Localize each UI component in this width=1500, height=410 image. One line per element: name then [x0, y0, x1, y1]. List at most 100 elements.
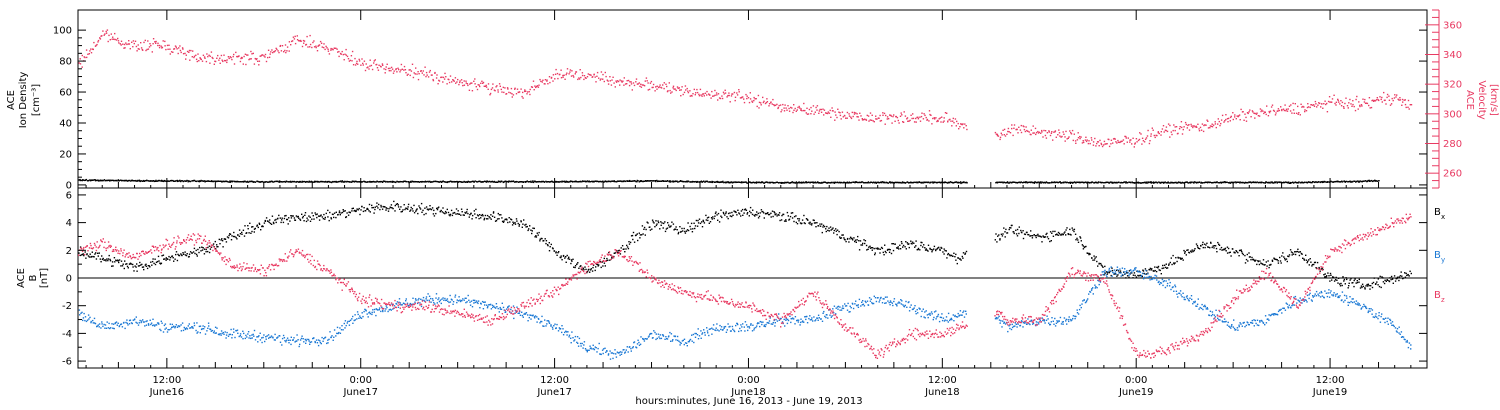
velocity-point: [315, 46, 317, 49]
density-point: [627, 180, 629, 182]
bx-point: [565, 256, 567, 258]
velocity-point: [252, 52, 254, 55]
velocity-point: [962, 123, 964, 125]
velocity-point: [313, 40, 315, 42]
density-point: [1072, 181, 1075, 184]
bx-point: [453, 211, 456, 214]
density-point: [499, 180, 501, 183]
bx-point: [1310, 261, 1312, 263]
velocity-point: [1315, 103, 1317, 105]
density-point: [537, 181, 539, 183]
density-point: [1033, 182, 1036, 184]
velocity-point: [158, 44, 161, 47]
velocity-point: [1257, 115, 1260, 117]
by-point: [237, 332, 239, 334]
bx-point: [607, 259, 609, 261]
bx-point: [1185, 254, 1187, 256]
velocity-point: [426, 74, 428, 76]
bx-point: [592, 266, 594, 269]
bx-point: [1091, 257, 1093, 259]
velocity-point: [216, 57, 218, 59]
velocity-point: [81, 54, 83, 57]
bx-point: [186, 253, 188, 255]
velocity-point: [1291, 112, 1293, 114]
density-point: [324, 181, 326, 183]
velocity-point: [649, 82, 652, 84]
bx-point: [635, 234, 637, 236]
bx-point: [858, 240, 860, 242]
density-point: [390, 181, 392, 183]
velocity-point: [403, 65, 406, 68]
bx-point: [1333, 280, 1336, 282]
bx-point: [455, 213, 457, 215]
by-point: [90, 320, 92, 323]
density-point: [1348, 180, 1350, 183]
density-point: [156, 180, 158, 182]
velocity-point: [323, 46, 325, 49]
bx-point: [625, 248, 627, 250]
density-point: [339, 180, 341, 183]
velocity-point: [409, 74, 411, 77]
bx-point: [1026, 231, 1028, 234]
bx-point: [687, 229, 690, 232]
density-point: [271, 181, 274, 183]
bx-point: [873, 247, 875, 250]
bx-point: [1013, 231, 1015, 233]
velocity-point: [389, 67, 391, 70]
bx-point: [357, 209, 359, 211]
bx-point: [1384, 279, 1386, 281]
velocity-point: [1139, 132, 1141, 134]
bx-point: [1229, 251, 1231, 253]
bx-point: [1328, 275, 1330, 277]
density-point: [330, 181, 333, 184]
velocity-point: [758, 101, 761, 104]
bx-point: [774, 214, 776, 216]
bx-point: [247, 228, 249, 230]
density-point: [173, 180, 175, 182]
density-point: [750, 182, 752, 184]
velocity-point: [783, 107, 785, 109]
velocity-point: [367, 66, 369, 68]
bx-point: [1362, 285, 1365, 288]
density-point: [1086, 182, 1088, 184]
velocity-point: [928, 110, 931, 112]
velocity-point: [749, 92, 751, 94]
density-point: [560, 181, 562, 183]
bx-point: [849, 236, 852, 238]
bx-point: [1133, 272, 1136, 274]
velocity-point: [164, 40, 166, 43]
velocity-point: [264, 53, 267, 56]
bx-point: [833, 232, 835, 234]
velocity-point: [1207, 127, 1210, 129]
bx-point: [844, 239, 846, 241]
density-point: [428, 181, 430, 183]
velocity-point: [995, 133, 998, 135]
velocity-point: [1319, 102, 1321, 105]
bx-point: [286, 218, 289, 221]
bx-point: [881, 247, 884, 250]
bx-point: [1288, 255, 1290, 258]
velocity-point: [1220, 119, 1223, 121]
bx-point: [754, 215, 756, 217]
velocity-point: [644, 80, 646, 82]
velocity-point: [957, 122, 959, 125]
density-point: [1132, 182, 1135, 184]
velocity-point: [1064, 136, 1066, 138]
velocity-point: [770, 101, 772, 103]
velocity-point: [1272, 109, 1275, 112]
density-point: [806, 181, 808, 184]
bx-point: [1183, 249, 1185, 252]
bx-point: [319, 215, 322, 217]
bx-point: [307, 219, 309, 221]
bx-point: [1252, 258, 1255, 261]
velocity-point: [604, 71, 606, 74]
velocity-point: [107, 40, 109, 43]
density-point: [966, 182, 968, 184]
by-point: [82, 317, 85, 319]
bx-point: [791, 212, 794, 214]
bx-point: [132, 266, 134, 268]
density-point: [473, 181, 475, 183]
density-point: [890, 181, 893, 184]
velocity-point: [1018, 126, 1020, 128]
density-point: [1347, 181, 1349, 183]
